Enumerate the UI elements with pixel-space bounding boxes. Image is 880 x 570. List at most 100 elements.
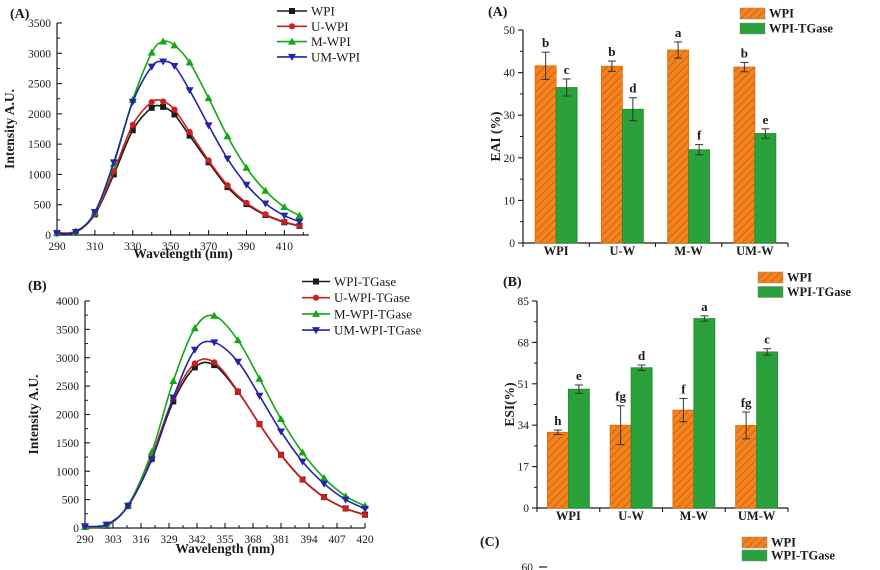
x-tick-label: 329 [160,534,178,546]
category-label: WPI [556,509,581,523]
y-axis-title: EAI (%) [488,112,503,162]
series-marker [288,23,296,30]
legend-label: U-WPI-TGase [334,290,410,305]
series-marker [289,8,295,14]
series-marker [299,476,306,483]
significance-letter: fg [741,395,752,410]
x-tick-label: 381 [272,534,290,546]
panel-label: (A) [10,7,30,22]
y-tick-label: 3500 [56,324,79,336]
bar [555,87,578,244]
series-marker [277,428,285,436]
x-axis-title: Wavelength (nm) [133,246,232,261]
y-axis-title: Intensity A.U. [26,375,41,455]
y-tick-label: 1500 [28,139,51,151]
category-label: UM-W [736,244,774,258]
x-tick-label: 407 [328,534,346,546]
x-tick-label: 410 [276,241,294,253]
significance-letter: c [764,332,770,347]
legend-label: U-WPI [311,19,349,34]
series-marker [288,53,296,61]
significance-letter: fg [615,389,626,404]
series-marker [281,218,288,226]
significance-letter: b [741,45,748,60]
bar [688,149,711,244]
series-marker [312,294,320,301]
bar [693,318,716,509]
category-label: M-W [680,509,709,523]
series-marker [224,182,231,189]
significance-letter: b [608,44,615,59]
y-tick-label: 3000 [28,48,51,60]
series-marker [223,155,232,163]
x-tick-label: 394 [300,534,318,546]
y-axis-title: ESI(%) [502,382,517,426]
series-marker [234,388,242,395]
series-marker [298,448,307,456]
legend-label: WPI-TGase [787,285,851,299]
series-marker [169,377,178,385]
series-marker [148,104,155,111]
series-marker [169,394,178,402]
series-marker [342,505,349,512]
series-marker [102,521,111,529]
series-marker [160,98,167,105]
series-marker [295,218,304,226]
y-tick-label: 17 [518,462,530,474]
series-marker [71,228,80,236]
series-marker [171,111,178,118]
series-marker [223,132,232,140]
significance-letter: e [762,112,768,127]
legend-label: M-WPI [311,34,351,49]
legend-swatch [757,271,784,284]
series-marker [128,98,137,106]
y-tick-label: 0 [523,503,529,515]
bar [630,367,653,509]
legend-swatch [739,22,766,35]
legend-label: WPI [771,536,796,550]
x-tick-label: 390 [238,241,256,253]
legend-label: WPI-TGase [771,549,835,563]
panel-label: (B) [28,279,47,294]
series-marker [255,392,264,400]
y-tick-label: 30 [504,110,516,122]
series-line [56,60,300,235]
series-marker [190,346,199,354]
legend-label: WPI-TGase [334,274,396,289]
series-marker [280,203,289,211]
series-marker [320,480,329,488]
series-marker [242,181,251,189]
category-label: U-W [610,244,636,258]
series-marker [288,37,296,45]
legend-label: WPI [769,7,794,21]
y-tick-label: 2000 [28,109,51,121]
series-marker [109,159,118,167]
x-tick-label: 368 [244,534,262,546]
series-marker [361,511,369,519]
series-marker [81,523,89,531]
x-axis-title: Wavelength (nm) [175,541,274,556]
series-marker [171,106,178,113]
significance-letter: b [542,35,549,50]
y-tick-label: 68 [518,337,530,349]
y-tick-label: 3000 [56,353,79,365]
series-marker [277,451,285,459]
y-tick-label: 50 [504,25,516,37]
legend-swatch [741,549,768,562]
significance-letter: d [638,348,646,363]
y-tick-label: 1000 [56,466,79,478]
legend-label: WPI [787,271,812,285]
y-tick-label: 20 [504,153,516,165]
x-tick-label: 350 [162,241,180,253]
legend-label: WPI-TGase [769,22,833,36]
series-marker [129,127,136,134]
x-tick-label: 290 [48,241,66,253]
y-tick-label: 2500 [56,381,79,393]
series-marker [320,474,329,482]
y-tick-label: 10 [504,195,516,207]
series-marker [295,211,304,219]
series-marker [191,364,198,371]
y-tick-label: 0 [45,230,51,242]
y-axis-title: Intensity A.U. [2,89,17,169]
series-marker [256,421,263,428]
